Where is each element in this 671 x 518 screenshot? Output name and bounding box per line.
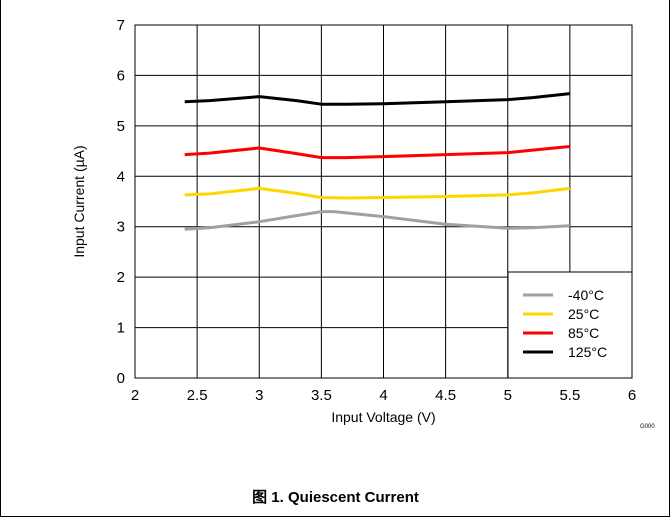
x-axis-label: Input Voltage (V) [331,409,435,425]
y-axis-label: Input Current (µA) [71,145,87,257]
series-line-2 [184,145,571,160]
y-tick-label: 6 [117,67,125,84]
series-line-1 [184,186,571,200]
legend-box [507,271,633,379]
figure-caption: 图 1. Quiescent Current [252,489,419,506]
y-tick-label: 7 [117,17,125,34]
y-tick-label: 4 [117,168,125,185]
series-lines [184,92,571,231]
x-tick-label: 4 [379,387,387,404]
x-tick-label: 2 [131,387,139,404]
legend: -40°C 25°C 85°C 125°C [507,271,633,379]
legend-label: 125°C [568,344,607,360]
y-tick-label: 2 [117,269,125,286]
x-tick-label: 3 [255,387,263,404]
x-tick-label: 5 [504,387,512,404]
quiescent-current-chart: 2 2.5 3 3.5 4 4.5 5 5.5 6 0 1 2 3 4 5 6 7 Input Voltage… [71,17,636,425]
y-tick-label: 3 [117,219,125,236]
legend-label: 85°C [568,325,599,341]
figure-code: G000 [640,424,655,430]
legend-label: 25°C [568,306,599,322]
legend-label: -40°C [568,287,604,303]
y-tick-label: 5 [117,118,125,135]
y-tick-label: 1 [117,320,125,337]
x-tick-labels: 2 2.5 3 3.5 4 4.5 5 5.5 6 [131,387,636,404]
series-line-3 [184,92,571,106]
x-tick-label: 6 [628,387,636,404]
x-tick-label: 3.5 [311,387,332,404]
x-tick-label: 2.5 [187,387,208,404]
plot-border [134,24,633,379]
x-tick-label: 5.5 [559,387,580,404]
series-line-0 [184,210,570,231]
x-tick-label: 4.5 [435,387,456,404]
y-tick-labels: 0 1 2 3 4 5 6 7 [117,17,125,387]
y-tick-label: 0 [117,370,125,387]
